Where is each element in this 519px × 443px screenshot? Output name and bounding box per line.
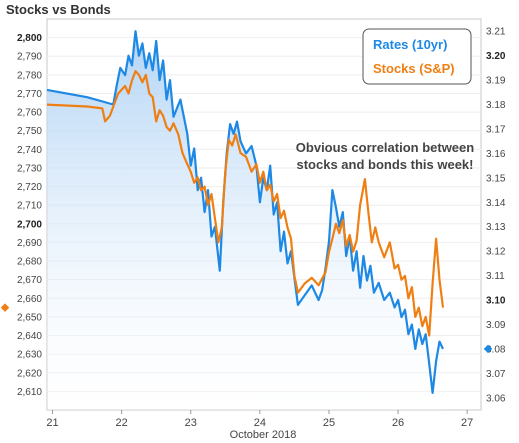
left-tick-label: 2,800 <box>17 33 42 44</box>
marker-1 <box>0 303 10 312</box>
right-tick-label: 3.11 <box>486 271 505 282</box>
left-tick-label: 2,740 <box>17 145 42 156</box>
right-tick-label: 3.07 <box>486 369 506 380</box>
left-tick-label: 2,790 <box>17 52 42 63</box>
marker-0 <box>483 344 493 354</box>
chart-title: Stocks vs Bonds <box>6 2 111 17</box>
left-tick-label: 2,690 <box>17 238 42 249</box>
series <box>46 30 445 394</box>
right-tick-label: 3.06 <box>486 393 506 404</box>
x-tick-label: 25 <box>323 417 335 429</box>
x-axis: 21 22 23 24 25 26 27 <box>46 410 473 429</box>
left-tick-label: 2,780 <box>17 70 42 81</box>
x-tick-label: 21 <box>46 417 58 429</box>
x-tick-label: 24 <box>254 417 266 429</box>
x-tick-label: 23 <box>185 417 197 429</box>
right-tick-label: 3.15 <box>486 173 506 184</box>
left-tick-label: 2,670 <box>17 275 42 286</box>
legend-box <box>362 28 472 85</box>
legend: Rates (10yr) Stocks (S&P) <box>362 28 472 85</box>
legend-stocks: Stocks (S&P) <box>373 61 455 76</box>
annotation-line-1: Obvious correlation between <box>296 140 474 155</box>
left-tick-label: 2,760 <box>17 108 42 119</box>
right-axis: 3.06 3.07 3.08 3.09 3.10 3.11 3.12 3.13 3.14 3.15… <box>486 27 506 405</box>
right-tick-label: 3.16 <box>486 149 506 160</box>
x-tick-label: 27 <box>461 417 473 429</box>
annotation-line-2: stocks and bonds this week! <box>297 157 474 172</box>
left-tick-label: 2,770 <box>17 89 42 100</box>
right-tick-label: 3.13 <box>486 222 506 233</box>
series-fill-0 <box>47 31 443 410</box>
series-line-1 <box>46 70 445 337</box>
right-tick-label: 3.20 <box>486 51 506 62</box>
left-tick-label: 2,620 <box>17 368 42 379</box>
right-tick-label: 3.12 <box>486 247 506 258</box>
current-value-markers <box>0 303 493 354</box>
x-tick-label: 26 <box>392 417 404 429</box>
left-tick-label: 2,650 <box>17 312 42 323</box>
right-tick-label: 3.17 <box>486 124 506 135</box>
right-tick-label: 3.10 <box>486 296 506 307</box>
rates-fill <box>47 31 443 410</box>
x-axis-label: October 2018 <box>230 429 297 441</box>
left-axis: 2,610 2,620 2,630 2,640 2,650 2,660 2,670 2,680… <box>17 33 42 398</box>
right-tick-label: 3.08 <box>486 344 506 355</box>
right-tick-label: 3.19 <box>486 76 506 87</box>
left-tick-label: 2,610 <box>17 387 42 398</box>
left-tick-label: 2,680 <box>17 257 42 268</box>
right-tick-label: 3.21 <box>486 27 506 38</box>
left-tick-label: 2,630 <box>17 350 42 361</box>
right-tick-label: 3.09 <box>486 320 506 331</box>
left-tick-label: 2,660 <box>17 294 42 305</box>
left-tick-label: 2,710 <box>17 201 42 212</box>
left-tick-label: 2,750 <box>17 126 42 137</box>
x-tick-label: 22 <box>116 417 128 429</box>
right-tick-label: 3.18 <box>486 100 506 111</box>
legend-rates: Rates (10yr) <box>373 37 447 52</box>
left-tick-label: 2,730 <box>17 163 42 174</box>
right-tick-label: 3.14 <box>486 198 506 209</box>
left-tick-label: 2,640 <box>17 331 42 342</box>
left-tick-label: 2,700 <box>17 219 42 230</box>
left-tick-label: 2,720 <box>17 182 42 193</box>
